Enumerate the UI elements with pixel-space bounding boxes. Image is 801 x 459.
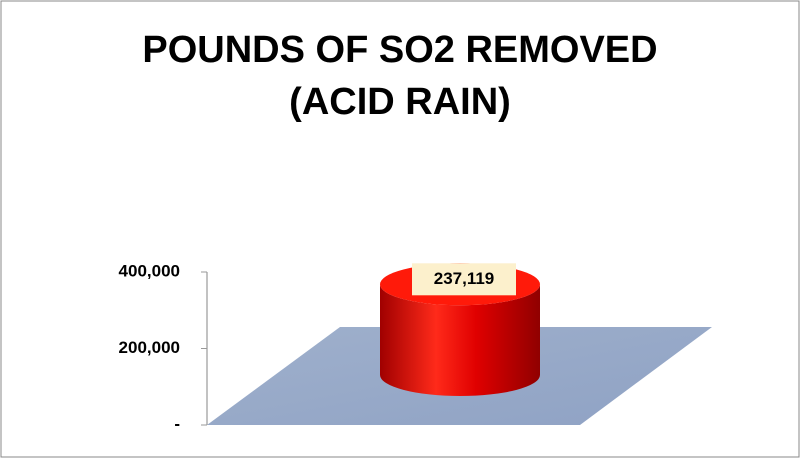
value-label-box [412, 263, 516, 296]
chart-title: (ACID RAIN) [289, 81, 511, 123]
bar [380, 284, 540, 396]
value-label: 237,119 [434, 269, 495, 288]
y-tick-label: 200,000 [119, 338, 180, 357]
chart-title: POUNDS OF SO2 REMOVED [142, 29, 657, 71]
y-tick-label: 400,000 [119, 261, 180, 280]
y-tick-label: - [174, 414, 180, 433]
